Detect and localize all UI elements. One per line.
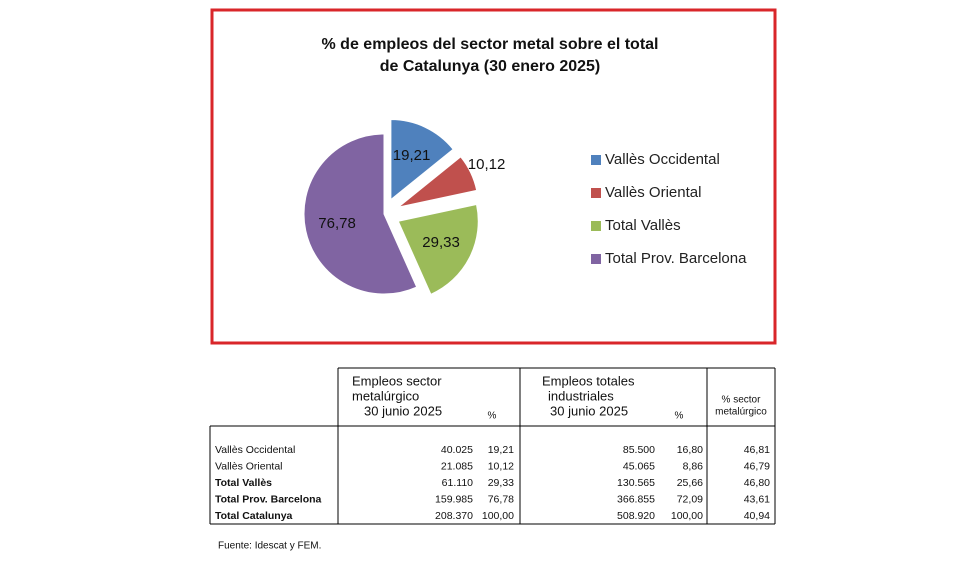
pie-slice xyxy=(390,119,454,201)
table-cell: 159.985 xyxy=(435,493,473,505)
chart-frame xyxy=(210,8,777,345)
legend-label: Total Prov. Barcelona xyxy=(605,250,747,267)
table-cell: 40.025 xyxy=(441,444,473,456)
table-cell: 130.565 xyxy=(617,477,655,489)
column-header: industriales xyxy=(548,388,614,403)
table-cell: 72,09 xyxy=(677,493,703,505)
data-label: 76,78 xyxy=(318,215,356,232)
table-cell: 100,00 xyxy=(671,510,703,522)
column-header: % sector xyxy=(722,395,762,406)
pie-slice xyxy=(398,156,478,208)
data-label: 10,12 xyxy=(468,156,506,173)
table-cell: 40,94 xyxy=(744,510,770,522)
column-header: metalúrgico xyxy=(352,388,419,403)
legend-swatch xyxy=(591,221,601,231)
table-cell: 366.855 xyxy=(617,493,655,505)
row-label: Total Vallès xyxy=(215,477,272,489)
table-cell: 19,21 xyxy=(488,444,514,456)
legend-swatch xyxy=(591,155,601,165)
column-header: % xyxy=(675,411,684,422)
table-cell: 21.085 xyxy=(441,460,473,472)
column-header: % xyxy=(488,411,497,422)
table-cell: 100,00 xyxy=(482,510,514,522)
table-cell: 16,80 xyxy=(677,444,703,456)
row-label: Total Prov. Barcelona xyxy=(215,493,322,505)
column-header: Empleos totales xyxy=(542,373,635,388)
table-cell: 43,61 xyxy=(744,493,770,505)
data-label: 29,33 xyxy=(422,234,460,251)
source-note: Fuente: Idescat y FEM. xyxy=(218,541,321,552)
column-header: metalúrgico xyxy=(715,407,767,418)
table-cell: 45.065 xyxy=(623,460,655,472)
chart-title: % de empleos del sector metal sobre el t… xyxy=(322,36,659,53)
table-cell: 46,81 xyxy=(744,444,770,456)
table-cell: 8,86 xyxy=(683,460,704,472)
data-label: 19,21 xyxy=(393,147,431,164)
table-cell: 29,33 xyxy=(488,477,514,489)
table-cell: 208.370 xyxy=(435,510,473,522)
column-header: 30 junio 2025 xyxy=(364,403,442,418)
legend-swatch xyxy=(591,254,601,264)
row-label: Vallès Occidental xyxy=(215,444,295,456)
pie-slice xyxy=(303,133,418,295)
column-header: Empleos sector xyxy=(352,373,442,388)
table xyxy=(209,367,776,525)
table-cell: 25,66 xyxy=(677,477,703,489)
row-label: Total Catalunya xyxy=(215,510,293,522)
legend-label: Vallès Occidental xyxy=(605,151,720,168)
legend-label: Vallès Oriental xyxy=(605,184,701,201)
table-cell: 61.110 xyxy=(442,477,473,489)
chart-title: de Catalunya (30 enero 2025) xyxy=(380,58,601,75)
table-cell: 85.500 xyxy=(623,444,655,456)
pie-slice xyxy=(397,203,479,295)
column-header: 30 junio 2025 xyxy=(550,403,628,418)
table-cell: 46,79 xyxy=(744,460,770,472)
table-cell: 10,12 xyxy=(488,460,514,472)
row-label: Vallès Oriental xyxy=(215,460,283,472)
table-cell: 508.920 xyxy=(617,510,655,522)
table-cell: 46,80 xyxy=(744,477,770,489)
table-cell: 76,78 xyxy=(488,493,514,505)
legend-label: Total Vallès xyxy=(605,217,681,234)
legend-swatch xyxy=(591,188,601,198)
